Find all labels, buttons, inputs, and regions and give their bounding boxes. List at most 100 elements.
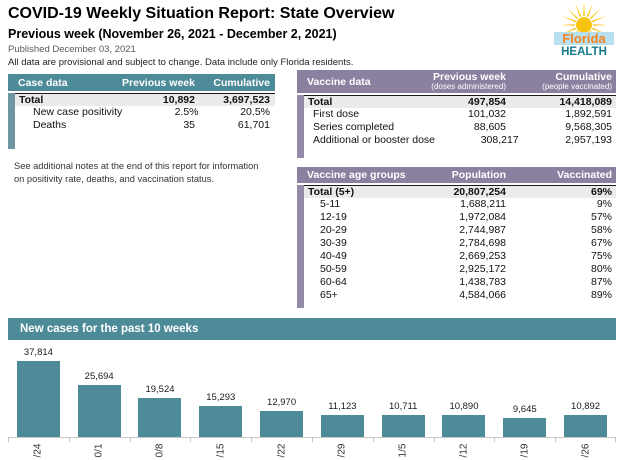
row-value-col1: 2.5%	[174, 106, 199, 118]
row-value-col1: 88,605	[473, 121, 506, 133]
row-value-col2: 80%	[590, 263, 612, 275]
col-previous-week: Previous week	[122, 76, 195, 89]
row-label: 65+	[320, 289, 338, 301]
bar-value-label: 10,892	[571, 401, 601, 412]
row-label: 5-11	[320, 198, 341, 210]
bar-value-label: 12,970	[267, 397, 297, 408]
axis-tick-label: /29	[336, 443, 348, 458]
row-label: 50-59	[320, 263, 347, 275]
vaccine-table-title: Vaccine data	[307, 75, 371, 88]
axis-tick	[251, 437, 253, 442]
axis-tick-label: 0/8	[154, 443, 166, 458]
axis-tick	[68, 437, 70, 442]
row-value-col2: 87%	[590, 276, 612, 288]
table-row: 40-49 2,669,253 75%	[304, 250, 616, 263]
bar-cell: 37,814	[8, 338, 69, 437]
bar-cell: 11,123	[312, 338, 373, 437]
row-value-col2: 2,957,193	[565, 134, 612, 146]
row-value-col2: 61,701	[237, 119, 270, 131]
row-value-col2: 9%	[596, 198, 612, 210]
logo-band	[554, 32, 614, 45]
bar	[16, 361, 60, 437]
table-row: Total (5+) 20,807,254 69%	[304, 185, 616, 198]
table-row: First dose 101,032 1,892,591	[304, 108, 616, 121]
bar-chart: 37,814 25,694 19,524 15,293 12,970 11,123 10,7…	[8, 338, 616, 437]
table-accent-strip	[297, 95, 304, 158]
case-data-table: Case data Previous week Cumulative Total…	[8, 74, 275, 149]
row-label: Total	[19, 93, 44, 106]
bar	[442, 415, 486, 437]
row-label: Series completed	[313, 121, 395, 133]
row-value-col2: 57%	[590, 211, 612, 223]
row-label: 60-64	[320, 276, 347, 288]
axis-tick	[8, 437, 9, 442]
row-value-col1: 2,784,698	[459, 237, 506, 249]
table-row: Total 497,854 14,418,089	[304, 95, 616, 108]
row-label: 30-39	[320, 237, 347, 249]
row-value-col2: 20.5%	[240, 106, 270, 118]
case-table-title: Case data	[18, 76, 68, 89]
bar	[199, 406, 243, 437]
bar-cell: 25,694	[69, 338, 130, 437]
bar	[503, 418, 547, 437]
bar	[320, 415, 364, 437]
axis-tick-label: /12	[458, 443, 470, 458]
row-value-col1: 308,217	[480, 134, 519, 146]
bar	[138, 398, 182, 437]
data-disclaimer: All data are provisional and subject to …	[8, 57, 354, 68]
col-population: Population	[451, 169, 506, 181]
vaccine-age-groups-table: Vaccine age groups Population Vaccinated…	[297, 167, 616, 308]
row-value-col1: 2,925,172	[459, 263, 506, 275]
row-label: New case positivity	[33, 106, 123, 118]
axis-tick	[372, 437, 374, 442]
axis-tick-label: 0/1	[93, 443, 105, 458]
florida-health-logo: Florida HEALTH	[554, 2, 614, 58]
report-week-subtitle: Previous week (November 26, 2021 - Decem…	[8, 27, 337, 41]
row-value-col2: 58%	[590, 224, 612, 236]
bar-cell: 15,293	[190, 338, 251, 437]
row-label: 20-29	[320, 224, 347, 236]
table-row: 5-11 1,688,211 9%	[304, 198, 616, 211]
row-value-col1: 20,807,254	[453, 185, 506, 198]
additional-notes-text: See additional notes at the end of this …	[14, 161, 259, 185]
row-label: Additional or booster dose	[313, 134, 435, 146]
row-value-col2: 3,697,523	[223, 93, 270, 106]
row-label: 40-49	[320, 250, 347, 262]
bar-value-label: 15,293	[206, 392, 236, 403]
axis-tick-label: /26	[580, 443, 592, 458]
case-table-header: Case data Previous week Cumulative	[8, 74, 275, 91]
row-value-col2: 1,892,591	[565, 108, 612, 120]
logo-health-text: HEALTH	[561, 46, 607, 58]
bar-value-label: 37,814	[23, 347, 53, 358]
row-value-col2: 14,418,089	[559, 95, 612, 108]
table-row: Series completed 88,605 9,568,305	[304, 121, 616, 134]
bar-cell: 9,645	[494, 338, 555, 437]
bar-value-label: 11,123	[328, 401, 357, 412]
axis-tick-label: /19	[519, 443, 531, 458]
col-sub-label: (doses administered)	[431, 82, 506, 91]
published-date: Published December 03, 2021	[8, 44, 136, 55]
vaccine-data-table: Vaccine data Previous week (doses admini…	[297, 70, 616, 158]
row-value-col1: 497,854	[468, 95, 506, 108]
bar-value-label: 9,645	[512, 404, 537, 415]
axis-tick	[433, 437, 435, 442]
row-value-col2: 9,568,305	[565, 121, 612, 133]
col-sub-label: (people vaccinated)	[542, 82, 612, 91]
table-accent-strip	[8, 93, 15, 149]
age-table-header: Vaccine age groups Population Vaccinated	[297, 167, 616, 183]
table-row: New case positivity 2.5% 20.5%	[15, 106, 275, 119]
table-row: Deaths 35 61,701	[15, 119, 275, 132]
row-value-col1: 2,669,253	[459, 250, 506, 262]
row-value-col1: 101,032	[468, 108, 506, 120]
row-label: Total	[308, 95, 333, 108]
table-row: 65+ 4,584,066 89%	[304, 289, 616, 302]
axis-tick	[190, 437, 192, 442]
axis-tick-label: /24	[32, 443, 44, 458]
row-value-col2: 75%	[590, 250, 612, 262]
age-table-title: Vaccine age groups	[307, 169, 406, 181]
bar-cell: 12,970	[251, 338, 312, 437]
bar-cell: 10,711	[373, 338, 434, 437]
row-value-col1: 1,972,084	[459, 211, 506, 223]
row-value-col2: 67%	[590, 237, 612, 249]
